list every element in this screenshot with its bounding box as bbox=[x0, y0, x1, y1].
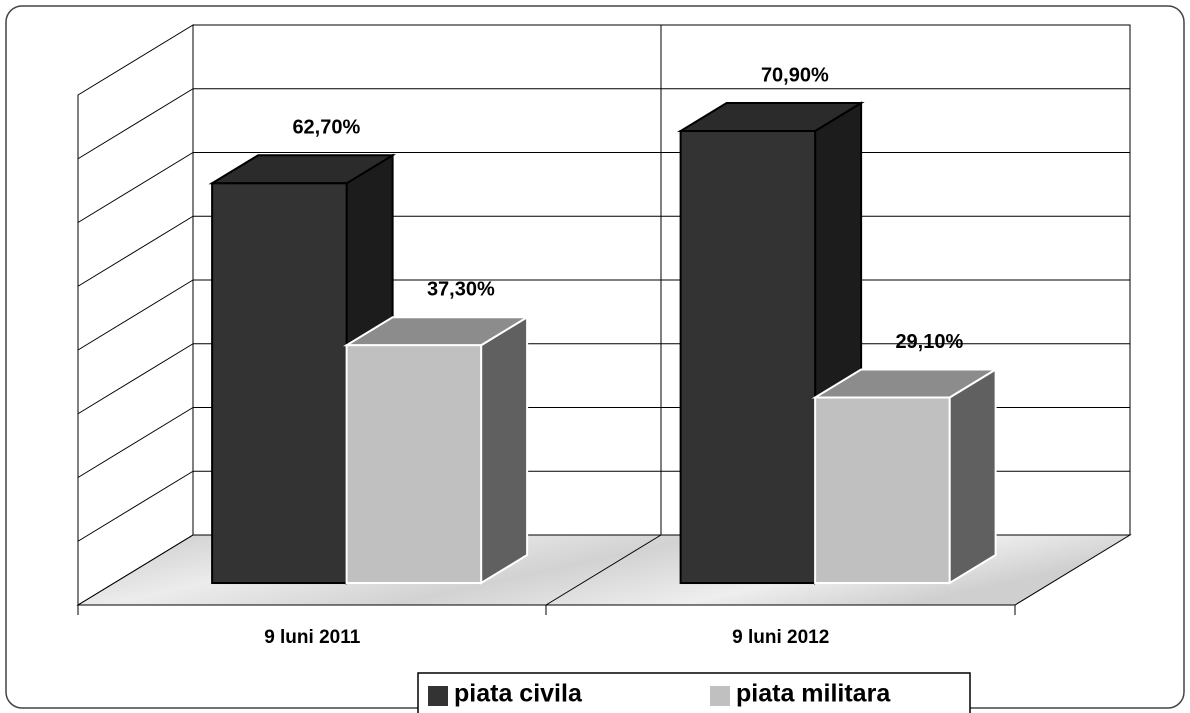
data-label: 62,70% bbox=[292, 117, 360, 139]
side-grid-line bbox=[77, 88, 194, 160]
data-label: 70,90% bbox=[761, 64, 829, 86]
bar bbox=[345, 344, 483, 585]
side-grid-line bbox=[77, 407, 194, 478]
x-tick-label: 9 luni 2011 bbox=[264, 627, 361, 648]
side-grid-line bbox=[77, 152, 194, 223]
legend-label: piata civila bbox=[454, 680, 583, 708]
legend-label: piata militara bbox=[736, 680, 891, 708]
side-grid-line bbox=[77, 279, 194, 351]
bar-side bbox=[480, 315, 529, 585]
side-grid-line bbox=[77, 470, 194, 542]
bar bbox=[679, 130, 817, 585]
bar bbox=[211, 182, 348, 585]
side-wall bbox=[77, 24, 194, 606]
side-grid-line bbox=[77, 215, 194, 287]
floor-divider bbox=[545, 534, 662, 606]
bar bbox=[814, 396, 951, 585]
x-tick-label: 9 luni 2012 bbox=[732, 627, 829, 648]
data-label: 29,10% bbox=[895, 331, 963, 353]
legend bbox=[417, 672, 971, 713]
side-grid-line bbox=[77, 343, 194, 415]
legend-swatch bbox=[710, 686, 730, 706]
bar-side bbox=[948, 367, 997, 585]
data-label: 37,30% bbox=[427, 279, 495, 301]
legend-swatch bbox=[428, 686, 448, 706]
